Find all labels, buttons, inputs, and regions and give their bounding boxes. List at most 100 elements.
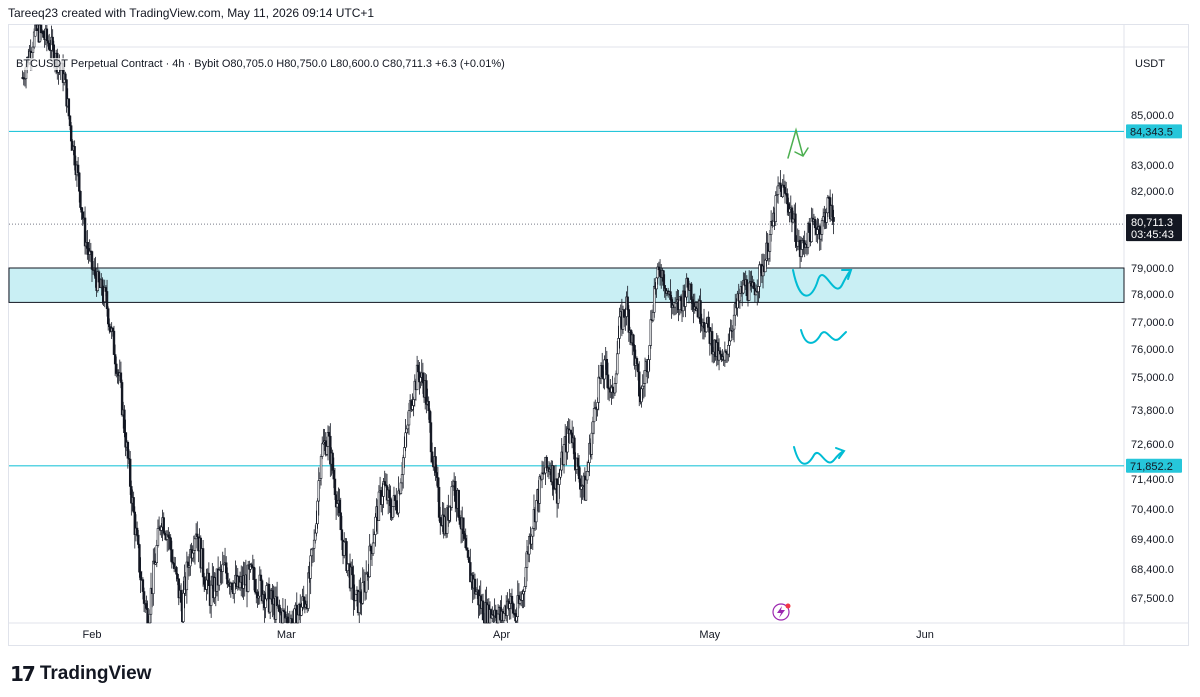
candle-body bbox=[655, 277, 658, 290]
candle-body bbox=[359, 591, 362, 603]
level-price-badge bbox=[1126, 124, 1182, 139]
time-tick-label: May bbox=[699, 629, 720, 641]
candle bbox=[117, 369, 120, 385]
time-axis[interactable]: Feb Mar Apr May Jun bbox=[83, 629, 934, 641]
candle-body bbox=[281, 610, 285, 624]
candle bbox=[511, 601, 515, 618]
candlestick-series bbox=[21, 24, 835, 624]
candle-body bbox=[403, 447, 406, 459]
candle-body bbox=[657, 266, 661, 271]
level-price-badge-text: 71,852.2 bbox=[1130, 461, 1173, 473]
drawing-annotations bbox=[772, 127, 853, 621]
candle-body bbox=[707, 316, 710, 328]
candle-body bbox=[616, 353, 619, 375]
candle-body bbox=[831, 205, 834, 218]
chart-frame[interactable] bbox=[8, 24, 1189, 646]
candle-body bbox=[758, 264, 761, 287]
candle-body bbox=[757, 286, 760, 293]
candle-body bbox=[641, 385, 644, 390]
candle bbox=[794, 202, 797, 248]
candle-body bbox=[293, 608, 296, 624]
candle-body bbox=[699, 300, 702, 325]
candle-body bbox=[364, 573, 368, 593]
candle-body bbox=[123, 409, 126, 434]
alert-dot-icon bbox=[785, 603, 791, 609]
price-axis[interactable]: 85,000.0 83,000.0 82,000.0 79,000.0 78,000.0… bbox=[1131, 110, 1174, 605]
candle-body bbox=[397, 490, 400, 514]
candle bbox=[383, 470, 386, 487]
candle bbox=[135, 521, 139, 537]
candle bbox=[710, 323, 714, 363]
candle-body bbox=[791, 218, 795, 223]
candle-body bbox=[450, 486, 454, 508]
candle-body bbox=[647, 359, 650, 373]
candle-body bbox=[496, 613, 500, 624]
candle-body bbox=[643, 370, 647, 384]
candle-body bbox=[638, 371, 641, 397]
current-price-badge bbox=[1126, 214, 1182, 242]
level-price-badge-text: 84,343.5 bbox=[1130, 126, 1173, 138]
candle-body bbox=[152, 560, 155, 594]
candle-body bbox=[391, 506, 395, 518]
candle bbox=[233, 581, 236, 604]
candle bbox=[64, 71, 67, 81]
candle-body bbox=[205, 579, 208, 590]
candle-body bbox=[321, 443, 324, 457]
candle-body bbox=[218, 569, 221, 586]
candle-body bbox=[462, 517, 465, 535]
candle-body bbox=[559, 469, 562, 478]
candle-body bbox=[404, 432, 407, 448]
symbol-legend[interactable]: BTCUSDT Perpetual Contract · 4h · Bybit … bbox=[14, 58, 507, 70]
candle-body bbox=[169, 537, 172, 551]
candle-body bbox=[352, 574, 355, 601]
candle-body bbox=[640, 388, 643, 403]
price-tick-label: 69,400.0 bbox=[1131, 534, 1174, 546]
candle-body bbox=[412, 399, 415, 406]
candle-body bbox=[39, 24, 43, 34]
candle-body bbox=[160, 526, 163, 531]
candle-body bbox=[454, 480, 457, 502]
candle-body bbox=[635, 358, 639, 365]
squiggle-arrow-upper bbox=[792, 269, 853, 297]
candle-body bbox=[747, 282, 751, 301]
currency-label[interactable]: USDT bbox=[1135, 58, 1165, 70]
candle bbox=[479, 580, 482, 615]
candle-body bbox=[786, 193, 789, 205]
candle-body bbox=[146, 608, 149, 624]
candle-body bbox=[139, 571, 142, 581]
candle bbox=[361, 567, 364, 605]
candle-body bbox=[302, 596, 305, 602]
candle-body bbox=[429, 422, 433, 453]
candle bbox=[781, 179, 784, 199]
candle bbox=[185, 551, 189, 604]
candle bbox=[810, 207, 813, 243]
candle-body bbox=[605, 358, 609, 376]
support-resistance-zone[interactable] bbox=[8, 267, 1125, 303]
candle-body bbox=[371, 542, 375, 554]
candle-body bbox=[31, 46, 35, 53]
candle-body bbox=[193, 538, 197, 551]
candle-body bbox=[457, 490, 460, 518]
candle bbox=[425, 374, 428, 414]
candle-body bbox=[494, 609, 497, 619]
candle bbox=[633, 344, 636, 370]
candle-body bbox=[383, 481, 386, 485]
candle-body bbox=[137, 534, 140, 545]
candle bbox=[716, 335, 720, 366]
candle-body bbox=[577, 466, 581, 480]
candle bbox=[321, 436, 324, 460]
candle-body bbox=[300, 606, 303, 616]
candle-body bbox=[361, 582, 364, 604]
candle-body bbox=[141, 579, 145, 592]
candle-body bbox=[603, 359, 606, 380]
candle-body bbox=[111, 327, 115, 332]
candle-body bbox=[162, 517, 165, 534]
candle-body bbox=[278, 604, 281, 613]
candle-body bbox=[132, 497, 135, 513]
candle-body bbox=[502, 613, 506, 622]
candle-body bbox=[474, 591, 478, 595]
candle-body bbox=[510, 595, 514, 604]
candle-body bbox=[331, 452, 334, 471]
replay-flash-icon bbox=[772, 603, 790, 621]
